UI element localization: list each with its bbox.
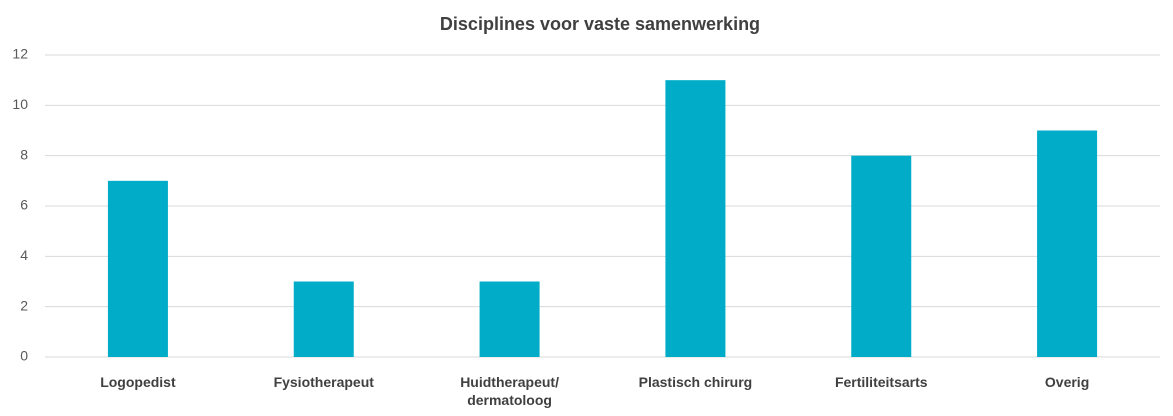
- bar: [665, 80, 726, 358]
- bar: [479, 281, 540, 357]
- bar: [851, 155, 912, 357]
- y-tick-label: 0: [20, 348, 28, 364]
- x-tick-label: Logopedist: [100, 374, 176, 390]
- x-tick-label: Plastisch chirurg: [638, 374, 753, 390]
- y-tick-label: 8: [20, 146, 28, 162]
- y-tick-label: 2: [20, 297, 28, 313]
- x-tick-label: Huidtherapeut/ dermatoloog: [460, 374, 559, 408]
- y-tick-label: 10: [12, 96, 28, 112]
- x-tick-label: Fysiotherapeut: [273, 374, 374, 390]
- x-tick-label: Fertiliteitsarts: [834, 374, 928, 390]
- bar: [1037, 130, 1098, 357]
- y-tick-label: 12: [12, 46, 28, 62]
- bar: [107, 180, 168, 357]
- chart-title: Disciplines voor vaste samenwerking: [440, 14, 760, 34]
- x-tick-label: Overig: [1044, 374, 1090, 390]
- bar: [293, 281, 354, 357]
- y-tick-label: 4: [20, 247, 28, 263]
- y-tick-label: 6: [20, 197, 28, 213]
